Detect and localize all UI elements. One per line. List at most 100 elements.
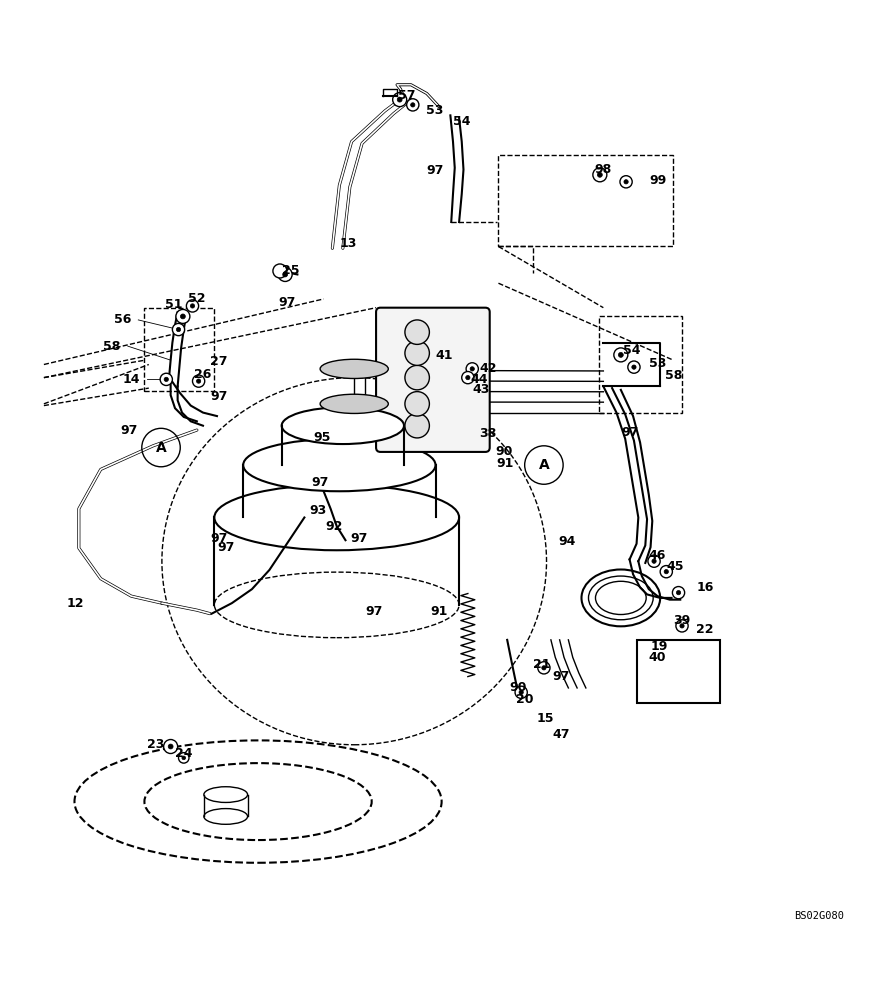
Text: 53: 53 [648, 357, 666, 370]
Circle shape [163, 740, 178, 754]
Circle shape [193, 375, 205, 387]
Circle shape [407, 99, 419, 111]
Circle shape [673, 587, 685, 599]
Circle shape [618, 352, 624, 357]
Text: A: A [539, 458, 549, 472]
Text: 24: 24 [175, 747, 193, 760]
Text: 93: 93 [310, 504, 327, 517]
Ellipse shape [214, 485, 459, 550]
Text: 25: 25 [282, 264, 299, 277]
Circle shape [598, 172, 602, 177]
Text: 12: 12 [67, 597, 84, 610]
Circle shape [466, 375, 470, 380]
Text: 13: 13 [340, 237, 357, 250]
Circle shape [405, 392, 429, 416]
Circle shape [177, 327, 181, 332]
Text: 97: 97 [217, 541, 235, 554]
Text: 44: 44 [470, 373, 488, 386]
Text: 90: 90 [495, 445, 512, 458]
Ellipse shape [204, 809, 248, 824]
Circle shape [620, 176, 632, 188]
Text: 20: 20 [516, 693, 533, 706]
Text: 52: 52 [188, 292, 206, 305]
Text: 19: 19 [650, 640, 668, 653]
Circle shape [161, 373, 172, 385]
Text: 53: 53 [426, 104, 443, 117]
Text: 97: 97 [278, 296, 295, 309]
Text: 22: 22 [696, 623, 714, 636]
Text: 51: 51 [164, 298, 182, 311]
Text: 26: 26 [194, 368, 211, 381]
Circle shape [190, 304, 194, 308]
Circle shape [180, 314, 186, 319]
Circle shape [676, 620, 688, 632]
Text: 23: 23 [147, 738, 164, 751]
Text: 97: 97 [553, 670, 570, 683]
Text: 43: 43 [472, 383, 490, 396]
Text: 95: 95 [313, 431, 331, 444]
Text: 54: 54 [623, 344, 640, 357]
Text: 42: 42 [479, 362, 497, 375]
Circle shape [538, 662, 550, 674]
Ellipse shape [282, 407, 404, 444]
Circle shape [182, 756, 186, 760]
Text: BS02G080: BS02G080 [794, 911, 844, 921]
Text: 57: 57 [398, 89, 416, 102]
Text: 40: 40 [648, 651, 666, 664]
Circle shape [593, 168, 607, 182]
Circle shape [273, 264, 287, 278]
Text: 46: 46 [648, 549, 666, 562]
Text: 97: 97 [210, 532, 227, 545]
Circle shape [519, 690, 524, 694]
Text: 27: 27 [210, 355, 227, 368]
Text: 14: 14 [122, 373, 140, 386]
Text: A: A [155, 441, 167, 455]
Circle shape [397, 97, 402, 102]
Circle shape [624, 180, 628, 184]
Circle shape [648, 555, 660, 567]
Text: 47: 47 [553, 728, 570, 741]
Circle shape [405, 413, 429, 438]
Circle shape [405, 365, 429, 390]
Text: 21: 21 [533, 658, 551, 671]
Circle shape [164, 377, 169, 382]
Circle shape [186, 300, 199, 312]
Ellipse shape [214, 572, 459, 638]
Ellipse shape [320, 394, 388, 413]
Ellipse shape [244, 439, 435, 491]
Circle shape [283, 272, 287, 277]
Text: 45: 45 [666, 560, 684, 573]
Text: 91: 91 [430, 605, 448, 618]
Circle shape [614, 348, 628, 362]
Circle shape [462, 371, 474, 384]
Text: 41: 41 [435, 349, 453, 362]
Circle shape [680, 624, 684, 628]
Text: 54: 54 [453, 115, 470, 128]
Text: 92: 92 [326, 520, 343, 533]
Text: 99: 99 [648, 174, 666, 187]
Text: 97: 97 [121, 424, 138, 437]
Text: 97: 97 [366, 605, 383, 618]
Circle shape [169, 744, 173, 749]
Circle shape [515, 686, 527, 698]
Circle shape [541, 666, 546, 670]
Text: 58: 58 [665, 369, 682, 382]
Text: 97: 97 [621, 426, 639, 439]
Ellipse shape [204, 787, 248, 802]
Circle shape [467, 363, 478, 375]
Circle shape [405, 341, 429, 365]
Circle shape [676, 591, 681, 595]
Circle shape [665, 570, 668, 574]
Circle shape [632, 365, 636, 369]
Circle shape [392, 93, 407, 107]
FancyBboxPatch shape [376, 308, 490, 452]
Circle shape [652, 559, 657, 563]
Text: 90: 90 [509, 681, 526, 694]
Circle shape [178, 753, 189, 763]
Text: 56: 56 [114, 313, 131, 326]
Circle shape [628, 361, 640, 373]
Text: 97: 97 [210, 390, 227, 403]
Text: 97: 97 [426, 164, 443, 177]
Text: 91: 91 [497, 457, 514, 470]
Text: 39: 39 [673, 614, 690, 627]
